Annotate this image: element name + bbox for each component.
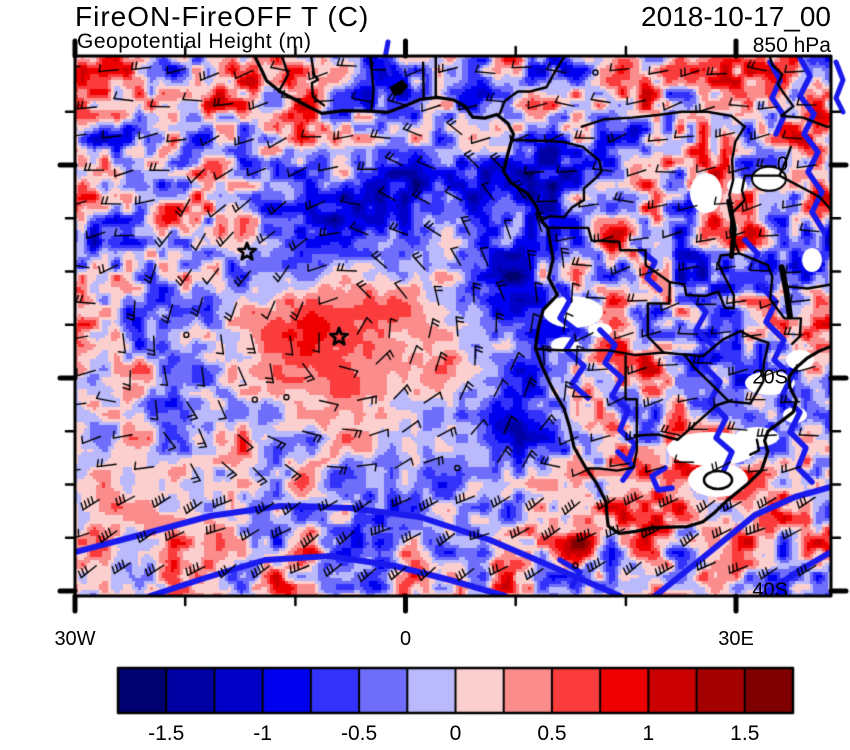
y-tick-label: 40S — [752, 579, 788, 602]
colorbar-tick-label: 0.5 — [537, 722, 567, 745]
y-tick-label: 0 — [776, 153, 788, 176]
x-tick-label: 30E — [718, 628, 754, 650]
y-tick-label: 20S — [752, 366, 788, 389]
colorbar-tick-label: 0 — [449, 722, 462, 745]
plot-title: FireON-FireOFF T (C) — [75, 1, 370, 32]
x-tick-label: 30W — [54, 628, 96, 650]
plot-level: 850 hPa — [752, 34, 831, 57]
colorbar-tick-label: 1 — [642, 722, 655, 745]
colorbar-tick-label: -1 — [253, 722, 272, 745]
colorbar-tick-label: -0.5 — [340, 722, 378, 745]
colorbar-tick-label: 1.5 — [730, 722, 760, 745]
plot-datetime: 2018-10-17_00 — [641, 1, 831, 32]
plot-subtitle: Geopotential Height (m) — [77, 30, 312, 53]
colorbar-tick-label: -1.5 — [148, 722, 185, 745]
x-tick-label: 0 — [399, 628, 412, 650]
